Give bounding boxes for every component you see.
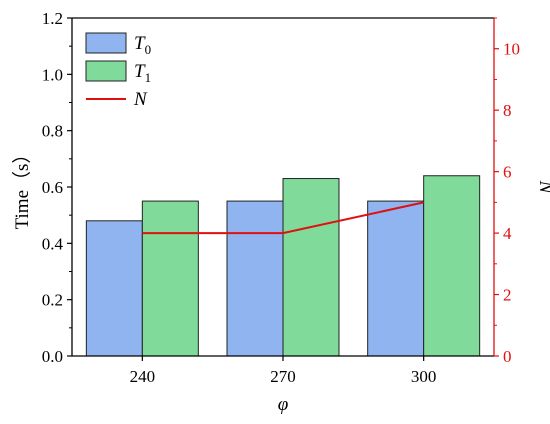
y-tick-label: 0.0: [42, 347, 63, 366]
bar-T1-300: [423, 175, 481, 357]
x-tick-label: 240: [130, 367, 156, 386]
y-tick-label: 0.4: [42, 234, 64, 253]
y2-tick-label: 2: [503, 286, 512, 305]
y2-tick-label: 0: [503, 347, 512, 366]
bar-T0-300: [367, 200, 425, 357]
legend-swatch-T1: [85, 60, 127, 82]
y-axis-title: Time（s）: [11, 145, 33, 230]
bar-T1-240: [141, 200, 199, 357]
bar-T1-270: [282, 178, 340, 357]
legend-subscript: 0: [145, 42, 152, 57]
x-tick-label: 300: [411, 367, 437, 386]
y-tick-label: 1.0: [42, 65, 63, 84]
y2-axis-title: N: [535, 180, 550, 195]
legend-swatch-T0: [85, 32, 127, 54]
bars-layer: [85, 175, 481, 357]
x-tick-label: 270: [270, 367, 296, 386]
y2-tick-label: 10: [503, 40, 520, 59]
legend: T0 T1 N: [85, 32, 151, 110]
y-tick-label: 0.2: [42, 291, 63, 310]
y2-tick-label: 8: [503, 101, 512, 120]
y2-tick-label: 6: [503, 163, 512, 182]
y2-tick-label: 4: [503, 224, 512, 243]
line-layer: [142, 201, 424, 235]
legend-subscript: 1: [145, 70, 152, 85]
x-axis-title: φ: [278, 394, 289, 415]
legend-label-N: N: [133, 89, 148, 110]
legend-label-T0: T0: [134, 33, 151, 57]
y-tick-label: 0.8: [42, 122, 63, 141]
bar-T0-270: [226, 200, 284, 357]
y-tick-label: 1.2: [42, 9, 63, 28]
y-tick-label: 0.6: [42, 178, 63, 197]
legend-label-T1: T1: [134, 61, 151, 85]
bar-T0-240: [85, 220, 143, 357]
